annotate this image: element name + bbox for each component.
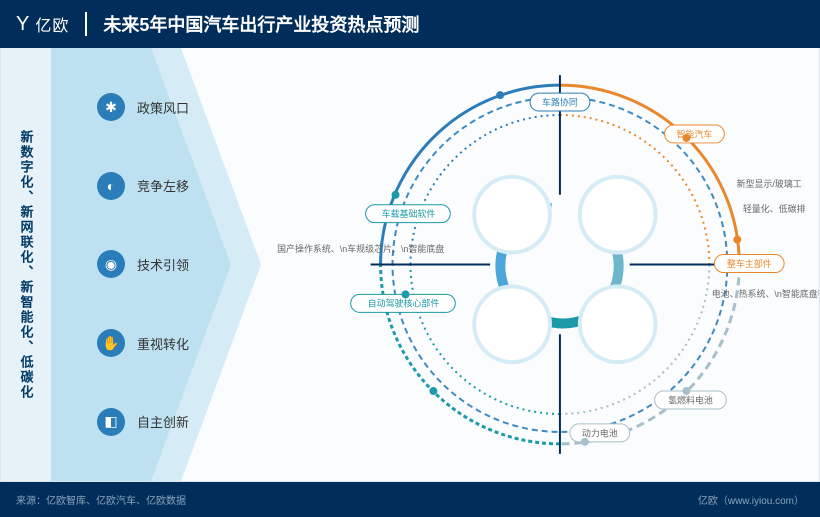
driver-label: 重视转化	[137, 334, 189, 353]
label-br1: 氢燃料电池	[655, 391, 727, 409]
bubble-bot-left: 新技术	[474, 286, 550, 362]
label-br2: 动力电池	[570, 424, 630, 442]
driver-item: ◧ 自主创新	[97, 408, 261, 436]
bubble-bot-right: 新能源	[580, 286, 656, 362]
svg-text:新技术: 新技术	[494, 315, 530, 330]
footer-brand: 亿欧（www.iyiou.com）	[698, 492, 804, 507]
arc-dot	[496, 91, 504, 99]
circle-diagram: 新模式 新材料 新技术 新能源 车路协同	[261, 48, 819, 481]
arc-dot	[401, 290, 409, 298]
driver-label: 竞争左移	[137, 176, 189, 195]
arc-dot	[581, 438, 589, 446]
svg-text:车载基础软件: 车载基础软件	[382, 208, 436, 219]
footer-source: 来源：亿欧智库、亿欧汽车、亿欧数据	[16, 492, 186, 507]
footer-bar: 来源：亿欧智库、亿欧汽车、亿欧数据 亿欧（www.iyiou.com）	[0, 482, 820, 517]
driver-item: ✱ 政策风口	[97, 93, 261, 121]
svg-text:智能汽车: 智能汽车	[677, 128, 713, 139]
drivers-column: ✱ 政策风口 ◐ 竞争左移 ◉ 技术引领 ✋ 重视转化 ◧ 自主创新	[51, 48, 261, 481]
arc-dot	[733, 236, 741, 244]
arc-dot	[682, 134, 690, 142]
logo-text: 亿欧	[35, 12, 69, 36]
driver-item: ◐ 竞争左移	[97, 172, 261, 200]
label-left1: 车载基础软件	[366, 205, 451, 223]
svg-text:动力电池: 动力电池	[582, 427, 618, 438]
driver-label: 技术引领	[137, 255, 189, 274]
header-divider	[85, 12, 87, 36]
svg-text:新模式: 新模式	[494, 206, 530, 221]
convert-icon: ✋	[97, 329, 125, 357]
vertical-theme-column: 新数字化、新网联化、新智能化、低碳化	[1, 48, 51, 481]
vertical-theme-text: 新数字化、新网联化、新智能化、低碳化	[17, 130, 36, 400]
tech-icon: ◉	[97, 250, 125, 278]
label-left2: 国产操作系统、\n车规级芯片、\n智能底盘	[277, 243, 444, 254]
label-tr1: 智能汽车	[665, 125, 725, 143]
arc-dot	[682, 387, 690, 395]
driver-list: ✱ 政策风口 ◐ 竞争左移 ◉ 技术引领 ✋ 重视转化 ◧ 自主创新	[61, 68, 261, 461]
bubble-top-right: 新材料	[580, 177, 656, 253]
logo-icon: Y	[16, 13, 29, 36]
arc-dot	[429, 387, 437, 395]
svg-text:车路协同: 车路协同	[542, 96, 578, 107]
page-title: 未来5年中国汽车出行产业投资热点预测	[103, 11, 419, 37]
header-bar: Y 亿欧 未来5年中国汽车出行产业投资热点预测	[0, 0, 820, 48]
label-top: 车路协同	[530, 93, 590, 111]
svg-text:整车主部件: 整车主部件	[727, 258, 772, 269]
competition-icon: ◐	[97, 172, 125, 200]
driver-item: ✋ 重视转化	[97, 329, 261, 357]
main-area: 新数字化、新网联化、新智能化、低碳化 ✱ 政策风口 ◐ 竞争左移 ◉ 技术引领 …	[0, 48, 820, 482]
svg-text:自动驾驶核心部件: 自动驾驶核心部件	[368, 298, 440, 309]
bubble-top-left: 新模式	[474, 177, 550, 253]
arc-dot	[392, 191, 400, 199]
brand-logo: Y 亿欧	[16, 12, 69, 36]
policy-icon: ✱	[97, 93, 125, 121]
diagram-svg: 新模式 新材料 新技术 新能源 车路协同	[261, 48, 819, 481]
svg-text:新材料: 新材料	[600, 206, 636, 221]
label-r1: 整车主部件	[714, 255, 784, 273]
label-tr2: 新型显示/玻璃工	[737, 178, 802, 189]
svg-text:新能源: 新能源	[600, 315, 636, 330]
label-r2: 电池、热系统、\n智能底盘等	[712, 288, 819, 299]
innovate-icon: ◧	[97, 408, 125, 436]
driver-label: 自主创新	[137, 412, 189, 431]
driver-item: ◉ 技术引领	[97, 250, 261, 278]
label-tr3: 轻量化、低碳排	[743, 203, 806, 214]
svg-text:氢燃料电池: 氢燃料电池	[668, 394, 713, 405]
driver-label: 政策风口	[137, 98, 189, 117]
